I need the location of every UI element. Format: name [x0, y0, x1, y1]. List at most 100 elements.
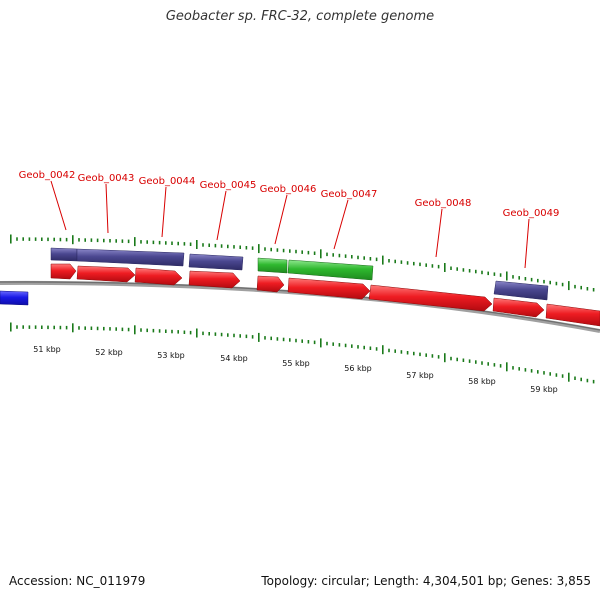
minor-tick: [351, 344, 353, 348]
minor-tick: [90, 326, 93, 330]
gene-arrow: [545, 303, 600, 327]
major-tick: [382, 255, 384, 265]
minor-tick: [332, 342, 334, 346]
gene-arrow: [492, 297, 545, 318]
minor-tick: [419, 262, 421, 267]
minor-tick: [96, 326, 99, 331]
minor-tick: [326, 341, 328, 346]
gene-arrow: [287, 277, 371, 300]
minor-tick: [375, 257, 378, 262]
upper-gene-lane: [50, 247, 549, 301]
minor-tick: [202, 331, 204, 336]
minor-tick: [487, 362, 489, 366]
minor-tick: [313, 340, 316, 345]
minor-tick: [208, 243, 210, 247]
scale-labels: 51 kbp 52 kbp 53 kbp 54 kbp 55 kbp 56 kb…: [33, 345, 558, 394]
minor-tick: [183, 242, 186, 246]
minor-tick: [109, 239, 111, 243]
minor-tick: [518, 276, 520, 280]
minor-tick: [295, 338, 297, 343]
minor-tick: [96, 238, 99, 243]
minor-tick: [406, 261, 409, 265]
minor-tick: [357, 255, 359, 260]
scale-label: 51 kbp: [33, 345, 61, 354]
minor-tick: [227, 244, 229, 249]
gene-label: Geob_0047: [321, 189, 378, 200]
minor-tick: [295, 249, 297, 254]
minor-tick: [512, 366, 514, 370]
gene-label: Geob_0046: [260, 184, 317, 195]
minor-tick: [592, 288, 595, 292]
minor-tick: [394, 259, 396, 264]
minor-tick: [462, 358, 465, 362]
minor-tick: [338, 343, 341, 347]
minor-tick: [127, 239, 130, 244]
minor-tick: [431, 264, 434, 268]
minor-tick: [400, 260, 403, 264]
minor-tick: [450, 266, 452, 270]
minor-tick: [165, 241, 167, 245]
minor-tick: [227, 333, 229, 337]
minor-tick: [103, 326, 105, 331]
minor-tick: [419, 352, 421, 357]
minor-tick: [233, 245, 235, 249]
gene-arrow: [188, 270, 241, 289]
minor-tick: [47, 237, 49, 242]
minor-tick: [41, 237, 43, 241]
minor-tick: [202, 243, 204, 247]
gene-arrow: [368, 284, 493, 312]
minor-tick: [140, 328, 142, 332]
gene-label: Geob_0042: [19, 170, 76, 181]
minor-tick: [53, 237, 55, 242]
minor-tick: [301, 250, 303, 254]
minor-tick: [65, 325, 68, 330]
major-tick: [134, 237, 136, 247]
minor-tick: [543, 279, 545, 284]
major-tick: [444, 263, 446, 272]
minor-tick: [549, 280, 551, 285]
major-tick: [72, 235, 74, 245]
minor-tick: [499, 364, 502, 368]
gene-arrow: [50, 263, 77, 280]
leader-line: [50, 180, 67, 231]
gene-block: [188, 253, 244, 271]
gene-arrow: [256, 275, 285, 293]
leader-line: [105, 183, 109, 234]
major-tick: [72, 323, 74, 333]
minor-tick: [537, 278, 539, 283]
minor-tick: [103, 238, 105, 243]
minor-tick: [121, 239, 124, 243]
minor-tick: [524, 368, 527, 372]
minor-tick: [239, 334, 241, 338]
gene-block: [287, 259, 374, 281]
minor-tick: [158, 329, 161, 333]
minor-tick: [437, 264, 440, 269]
minor-tick: [34, 325, 37, 329]
minor-tick: [499, 273, 502, 277]
minor-tick: [245, 246, 248, 250]
minor-tick: [574, 376, 576, 380]
minor-tick: [28, 325, 31, 329]
minor-tick: [425, 263, 427, 267]
major-tick: [320, 249, 322, 259]
minor-tick: [307, 340, 310, 344]
minor-tick: [338, 253, 341, 258]
minor-tick: [586, 287, 589, 291]
minor-tick: [276, 337, 279, 341]
accession-text: Accession: NC_011979: [9, 574, 146, 588]
minor-tick: [289, 338, 291, 342]
minor-tick: [152, 328, 155, 333]
minor-tick: [468, 359, 471, 363]
minor-tick: [239, 245, 241, 249]
major-tick: [568, 372, 570, 382]
gene-label: Geob_0043: [78, 173, 135, 184]
minor-tick: [580, 285, 582, 290]
minor-tick: [561, 282, 564, 287]
scale-label: 54 kbp: [220, 354, 248, 363]
minor-tick: [59, 325, 62, 330]
minor-tick: [115, 327, 117, 331]
minor-tick: [22, 237, 24, 241]
minor-tick: [462, 268, 465, 272]
minor-tick: [524, 277, 527, 281]
major-tick: [320, 338, 322, 348]
